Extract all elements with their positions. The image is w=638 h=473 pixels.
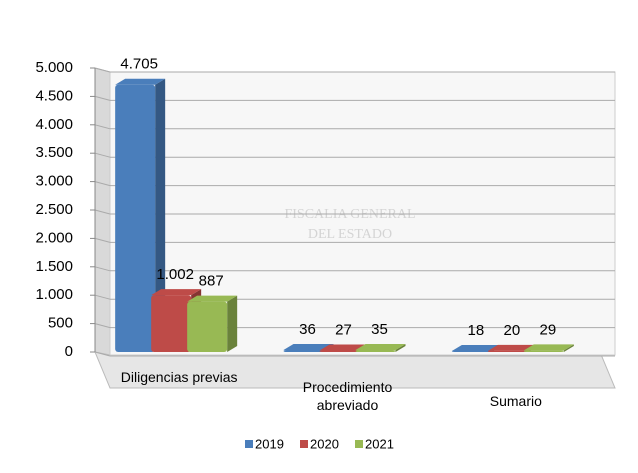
value-label: 20 xyxy=(503,322,520,339)
grid-line xyxy=(94,95,111,101)
y-tick-label: 3.500 xyxy=(35,144,73,161)
value-label: 4.705 xyxy=(120,56,158,73)
bar xyxy=(319,350,360,352)
legend-swatch xyxy=(245,440,253,448)
bar xyxy=(115,84,156,353)
value-label: 887 xyxy=(199,273,224,290)
legend-swatch xyxy=(300,440,308,448)
legend-swatch xyxy=(355,440,363,448)
grid-line xyxy=(94,294,111,300)
value-label: 18 xyxy=(467,322,484,339)
legend-label: 2021 xyxy=(365,436,394,451)
bar xyxy=(451,350,492,352)
bar-top xyxy=(115,78,166,85)
bar-side xyxy=(563,344,574,352)
value-label: 1.002 xyxy=(156,266,194,283)
legend-label: 2019 xyxy=(255,436,284,451)
grid-line xyxy=(94,351,111,357)
legend-label: 2020 xyxy=(310,436,339,451)
bar xyxy=(355,350,396,352)
y-tick-label: 0 xyxy=(65,343,73,360)
x-tick-label: Sumario xyxy=(489,393,542,409)
bar-side xyxy=(227,295,238,352)
grid-line xyxy=(94,152,111,158)
bar-top xyxy=(283,343,334,350)
bar-side xyxy=(155,78,166,353)
bar xyxy=(283,349,324,352)
grid-line xyxy=(94,323,111,329)
bar xyxy=(487,350,528,352)
bar xyxy=(187,301,228,352)
bar-top xyxy=(451,344,502,351)
bar xyxy=(151,295,192,352)
bar-top xyxy=(523,344,574,351)
y-tick-label: 1.500 xyxy=(35,258,73,275)
bar-top xyxy=(355,344,406,351)
watermark: DEL ESTADO xyxy=(308,227,392,242)
bar xyxy=(523,350,564,352)
x-tick-label: Diligencias previas xyxy=(120,369,238,385)
y-tick-label: 2.500 xyxy=(35,201,73,218)
bar-top xyxy=(187,295,238,302)
watermark: FISCALIA GENERAL xyxy=(284,207,415,222)
y-tick-label: 2.000 xyxy=(35,229,73,246)
value-label: 27 xyxy=(335,321,352,338)
y-tick-label: 4.000 xyxy=(35,116,73,133)
bar-top xyxy=(319,344,370,351)
bar-top xyxy=(487,344,538,351)
y-tick-label: 4.500 xyxy=(35,87,73,104)
grid-line xyxy=(94,209,111,215)
value-label: 36 xyxy=(299,321,316,338)
value-label: 35 xyxy=(371,321,388,338)
x-tick-label: Procedimiento abreviado xyxy=(302,379,393,413)
y-tick-label: 3.000 xyxy=(35,173,73,190)
grid-line xyxy=(94,67,111,73)
bar-top xyxy=(151,289,202,296)
value-label: 29 xyxy=(539,321,556,338)
grid-line xyxy=(94,124,111,130)
bar-side xyxy=(395,344,406,352)
grid-line xyxy=(94,237,111,243)
y-tick-label: 1.000 xyxy=(35,286,73,303)
y-tick-label: 5.000 xyxy=(35,59,73,76)
y-tick-label: 500 xyxy=(48,315,73,332)
grid-line xyxy=(94,181,111,187)
grid-line xyxy=(94,266,111,272)
